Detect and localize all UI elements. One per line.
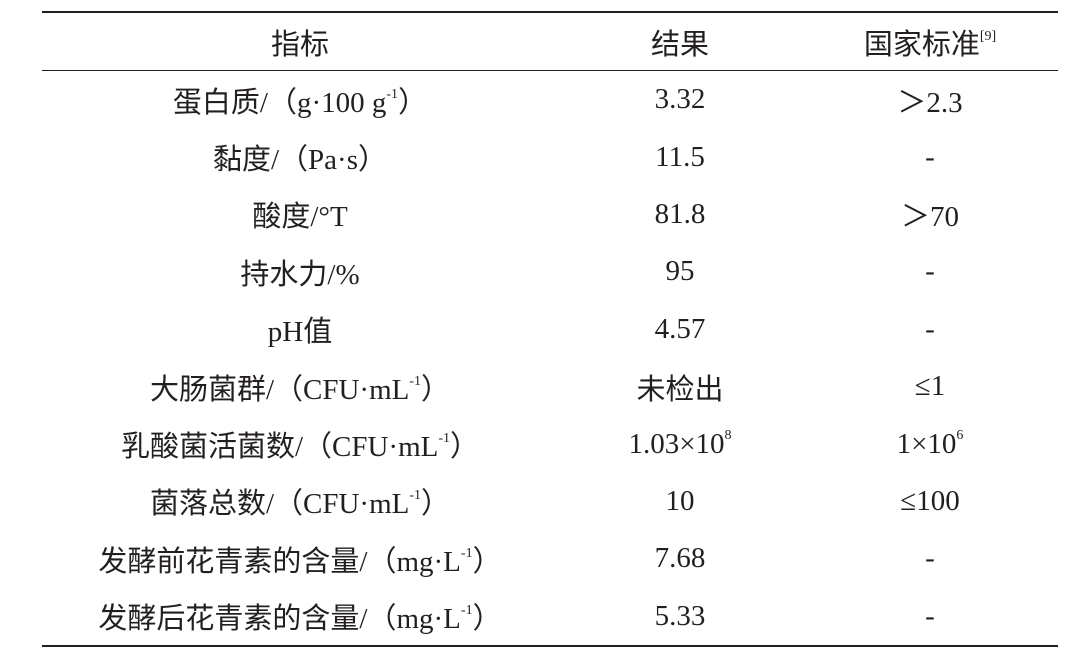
- cell-text: -: [925, 542, 935, 575]
- cell-text: ）: [421, 373, 451, 406]
- superscript: -1: [409, 373, 422, 389]
- table-cell: 10: [558, 485, 802, 518]
- table-cell: 国家标准[9]: [802, 21, 1058, 63]
- cell-text: 发酵前花青素的含量/（mg·L: [98, 545, 461, 578]
- cell-text: ）: [472, 603, 502, 636]
- table-cell: pH值: [42, 308, 558, 350]
- superscript: -1: [460, 545, 473, 561]
- cell-text: 未检出: [636, 373, 724, 406]
- table-cell: 1×106: [802, 428, 1058, 461]
- table-cell: 持水力/%: [42, 251, 558, 293]
- cell-text: 1×10: [896, 427, 957, 460]
- header-row: 指标 结果 国家标准[9]: [42, 13, 1058, 71]
- cell-text: ）: [421, 488, 451, 521]
- table-row: 发酵前花青素的含量/（mg·L-1） 7.68 -: [42, 530, 1058, 587]
- cell-text: ≤1: [914, 370, 946, 403]
- cell-text: -: [925, 140, 935, 173]
- cell-text: pH值: [267, 316, 333, 349]
- cell-text: 乳酸菌活菌数/（CFU·mL: [120, 431, 439, 464]
- cell-text: ＞70: [900, 201, 959, 234]
- cell-text: 菌落总数/（CFU·mL: [149, 488, 410, 521]
- table-row: 持水力/% 95 -: [42, 243, 1058, 300]
- table-cell: ＞70: [802, 193, 1058, 235]
- cell-text: 大肠菌群/（CFU·mL: [149, 373, 410, 406]
- table-cell: 11.5: [558, 141, 802, 174]
- table-row: 黏度/（Pa·s） 11.5 -: [42, 128, 1058, 185]
- cell-text: 发酵后花青素的含量/（mg·L: [98, 603, 461, 636]
- table-row: 酸度/°T 81.8 ＞70: [42, 186, 1058, 243]
- table-cell: 大肠菌群/（CFU·mL-1）: [42, 366, 558, 408]
- table-cell: 81.8: [558, 198, 802, 231]
- table-row: 发酵后花青素的含量/（mg·L-1） 5.33 -: [42, 588, 1058, 645]
- cell-text: ）: [472, 545, 502, 578]
- cell-text: 持水力/%: [240, 258, 360, 291]
- table-cell: 4.57: [558, 313, 802, 346]
- table-row: pH值 4.57 -: [42, 301, 1058, 358]
- cell-text: 1.03×10: [628, 427, 725, 460]
- table-cell: 黏度/（Pa·s）: [42, 136, 558, 178]
- cell-text: 10: [665, 484, 695, 517]
- cell-text: 蛋白质/（g·100 g: [172, 86, 387, 119]
- cell-text: 国家标准: [863, 28, 980, 61]
- table-cell: 指标: [42, 21, 558, 63]
- table-cell: -: [802, 600, 1058, 633]
- superscript: -1: [438, 431, 451, 447]
- table-cell: 95: [558, 255, 802, 288]
- table-cell: 酸度/°T: [42, 193, 558, 235]
- cell-text: 3.32: [654, 83, 706, 116]
- table-cell: 3.32: [558, 83, 802, 116]
- cell-text: 5.33: [654, 599, 706, 632]
- cell-text: -: [925, 599, 935, 632]
- superscript: -1: [409, 488, 422, 504]
- table-cell: -: [802, 542, 1058, 575]
- cell-text: 指标: [270, 28, 329, 61]
- table-row: 乳酸菌活菌数/（CFU·mL-1） 1.03×108 1×106: [42, 415, 1058, 472]
- cell-text: 7.68: [654, 542, 706, 575]
- table-cell: -: [802, 141, 1058, 174]
- table-cell: 蛋白质/（g·100 g-1）: [42, 79, 558, 121]
- table: 指标 结果 国家标准[9] 蛋白质/（g·100 g-1） 3.32 ＞2.3 黏度/（Pa…: [42, 11, 1058, 647]
- table-cell: ≤100: [802, 485, 1058, 518]
- cell-text: ）: [398, 86, 428, 119]
- table-row: 蛋白质/（g·100 g-1） 3.32 ＞2.3: [42, 71, 1058, 128]
- table-cell: 结果: [558, 21, 802, 63]
- superscript: 6: [956, 427, 964, 443]
- table-cell: -: [802, 313, 1058, 346]
- cell-text: 酸度/°T: [252, 201, 348, 234]
- table-cell: 乳酸菌活菌数/（CFU·mL-1）: [42, 423, 558, 465]
- superscript: -1: [386, 86, 399, 102]
- superscript: [9]: [979, 28, 997, 44]
- cell-text: 黏度/（Pa·s）: [212, 144, 387, 177]
- cell-text: ＞2.3: [897, 86, 963, 119]
- table-row: 大肠菌群/（CFU·mL-1） 未检出 ≤1: [42, 358, 1058, 415]
- cell-text: 95: [665, 255, 695, 288]
- table-cell: -: [802, 255, 1058, 288]
- table-cell: 未检出: [558, 366, 802, 408]
- table-row: 菌落总数/（CFU·mL-1） 10 ≤100: [42, 473, 1058, 530]
- table-cell: 菌落总数/（CFU·mL-1）: [42, 480, 558, 522]
- cell-text: 4.57: [654, 312, 706, 345]
- cell-text: -: [925, 312, 935, 345]
- table-cell: ＞2.3: [802, 79, 1058, 121]
- table-cell: ≤1: [802, 370, 1058, 403]
- table-cell: 7.68: [558, 542, 802, 575]
- table-cell: 发酵前花青素的含量/（mg·L-1）: [42, 538, 558, 580]
- cell-text: ）: [450, 431, 480, 464]
- superscript: -1: [460, 603, 473, 619]
- table-cell: 5.33: [558, 600, 802, 633]
- cell-text: -: [925, 255, 935, 288]
- superscript: 8: [724, 427, 732, 443]
- cell-text: 81.8: [654, 197, 706, 230]
- cell-text: 11.5: [655, 140, 705, 173]
- cell-text: ≤100: [900, 484, 960, 517]
- table-cell: 发酵后花青素的含量/（mg·L-1）: [42, 595, 558, 637]
- table-cell: 1.03×108: [558, 428, 802, 461]
- cell-text: 结果: [650, 28, 709, 61]
